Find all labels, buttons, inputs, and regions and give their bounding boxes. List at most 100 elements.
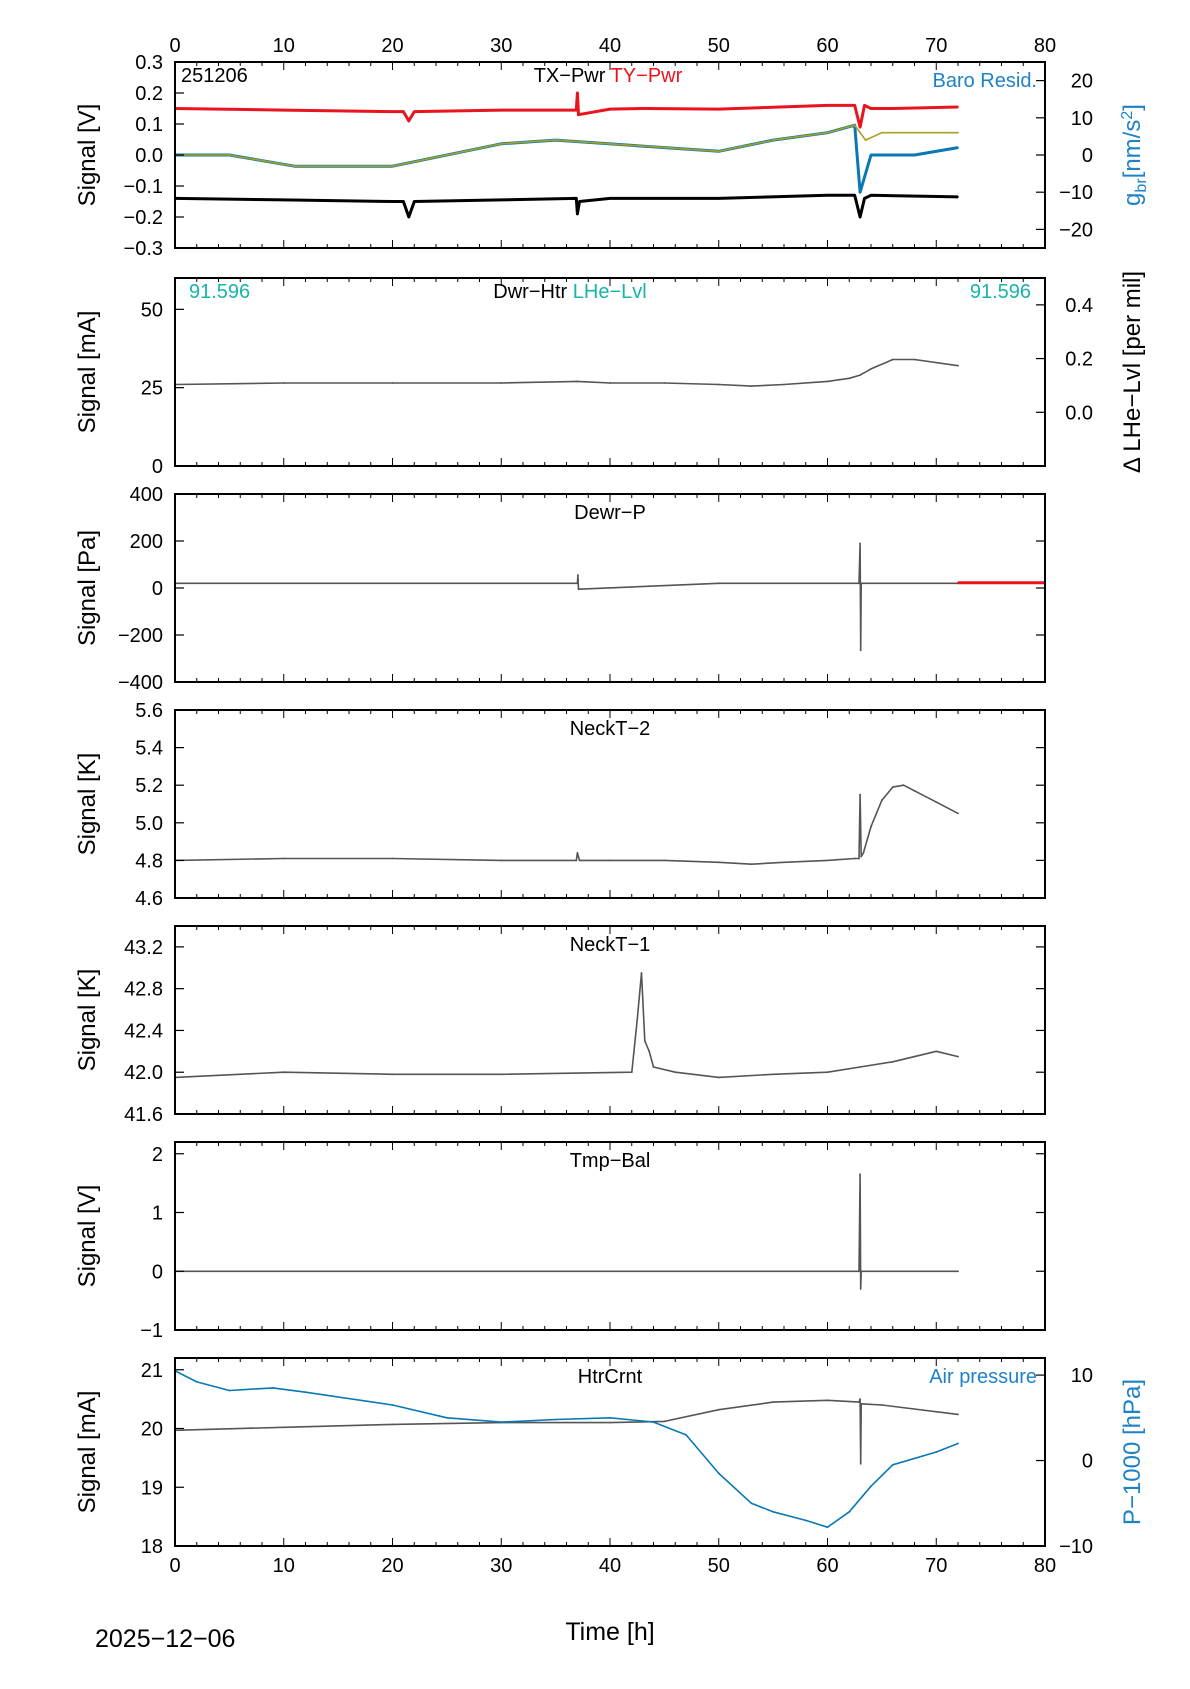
data-point — [272, 1387, 274, 1389]
data-point — [648, 1050, 651, 1053]
y-tick-label: 43.2 — [124, 937, 163, 959]
x-tick-label: 60 — [816, 1555, 838, 1577]
y-tick-label: 1 — [152, 1203, 163, 1225]
data-point — [870, 368, 872, 370]
right-title: Baro Resid. — [933, 70, 1038, 92]
data-point — [935, 1050, 938, 1053]
series-group — [175, 1369, 959, 1529]
data-point — [881, 799, 883, 802]
lhe-right-value: 91.596 — [970, 281, 1031, 303]
data-point — [870, 825, 872, 828]
data-point — [881, 1404, 883, 1406]
data-point — [750, 385, 753, 387]
data-point — [858, 857, 860, 860]
data-point — [282, 199, 285, 201]
data-point — [858, 1401, 860, 1403]
panel-frame — [174, 925, 1046, 1115]
panel-dwr-htr: 50 25 0 0.4 0.2 0.0 Signal [mA] Dwr−Htr LHe−Lvl… — [74, 271, 1146, 478]
y-tick-label: 0.0 — [135, 145, 163, 167]
data-point — [870, 154, 872, 156]
data-point — [957, 581, 959, 584]
y2-tick-label: 0 — [1082, 1451, 1093, 1473]
data-point — [413, 200, 416, 203]
lhe-left-value: 91.596 — [189, 281, 250, 303]
x-tick-label: 10 — [273, 35, 295, 57]
data-point — [853, 194, 856, 197]
data-point — [859, 1462, 862, 1465]
y-tick-label: 2 — [152, 1144, 163, 1166]
x-tick-label: 60 — [816, 35, 838, 57]
data-point — [500, 142, 503, 145]
data-point — [826, 1526, 829, 1529]
data-point — [282, 1071, 285, 1074]
data-point — [575, 197, 578, 200]
data-point — [391, 1423, 394, 1426]
x-tick-label: 80 — [1034, 35, 1056, 57]
data-point — [859, 1398, 861, 1400]
data-point — [576, 213, 579, 215]
x-tick-label: 20 — [381, 1555, 403, 1577]
station-label: 251206 — [181, 65, 248, 87]
data-point — [957, 1270, 959, 1273]
title-part-1: TX−Pwr — [534, 65, 606, 87]
x-tick-label: 30 — [490, 1555, 512, 1577]
data-point — [859, 216, 861, 218]
data-point — [282, 1426, 285, 1429]
y-tick-label: 21 — [141, 1360, 163, 1382]
data-point — [500, 199, 503, 201]
panel-title: TX−Pwr TY−Pwr — [534, 65, 683, 87]
data-point — [609, 1421, 611, 1424]
data-point — [750, 863, 753, 866]
data-point — [663, 1420, 666, 1423]
data-point — [717, 197, 720, 200]
title-part-2: LHe−Lvl — [573, 281, 647, 303]
data-point — [902, 784, 905, 787]
y-axis-label: Signal [V] — [74, 104, 101, 207]
y-tick-label: −0.2 — [124, 207, 163, 229]
y2-tick-label: 0.2 — [1065, 349, 1093, 371]
data-point — [641, 197, 644, 200]
panel-frame — [174, 1141, 1046, 1331]
data-point — [282, 382, 285, 384]
data-point — [913, 358, 916, 361]
data-point — [228, 154, 231, 156]
series-group — [175, 358, 959, 466]
y-tick-label: 42.4 — [124, 1020, 163, 1042]
panel-tx-pwr: 0.30.20.10.0−0.1−0.2−0.320100−10−20Signa… — [74, 35, 1150, 260]
data-point — [859, 126, 861, 128]
data-point — [859, 374, 861, 376]
data-point — [500, 859, 503, 862]
data-point — [957, 106, 959, 108]
data-point — [652, 1421, 655, 1423]
data-point — [804, 1519, 807, 1522]
y2-label-part: ] — [1119, 104, 1146, 111]
data-point — [853, 104, 856, 107]
data-point — [576, 582, 579, 585]
data-point — [413, 110, 416, 113]
data-point — [500, 109, 503, 111]
data-point — [870, 107, 872, 110]
data-point — [783, 861, 785, 864]
data-point — [578, 200, 581, 203]
data-point — [859, 649, 862, 652]
data-point — [717, 1408, 720, 1411]
data-point — [609, 108, 611, 110]
data-point — [935, 801, 938, 803]
panel-title: NeckT−2 — [570, 718, 651, 740]
x-tick-label: 0 — [169, 1555, 180, 1577]
y-tick-label: 5.4 — [135, 738, 163, 760]
y-axis-label: Signal [K] — [74, 753, 101, 856]
panel-tmp-bal: 2 1 0 −1 Signal [V] Tmp−Bal — [74, 1141, 1046, 1342]
data-point — [717, 861, 720, 864]
data-point — [228, 1389, 231, 1392]
y-tick-label: 5.0 — [135, 813, 163, 835]
panel-htrcrnt: 21 20 19 18 10 0 −10 Signal [mA] HtrCrnt Air pres… — [74, 1357, 1146, 1577]
data-point — [957, 196, 959, 198]
data-point — [663, 382, 666, 384]
x-tick-label: 70 — [925, 35, 947, 57]
data-point — [881, 131, 883, 134]
data-point — [575, 109, 578, 111]
data-point — [870, 1485, 872, 1488]
y2-tick-label: 10 — [1071, 1365, 1093, 1387]
y2-tick-label: 0.4 — [1065, 295, 1093, 317]
